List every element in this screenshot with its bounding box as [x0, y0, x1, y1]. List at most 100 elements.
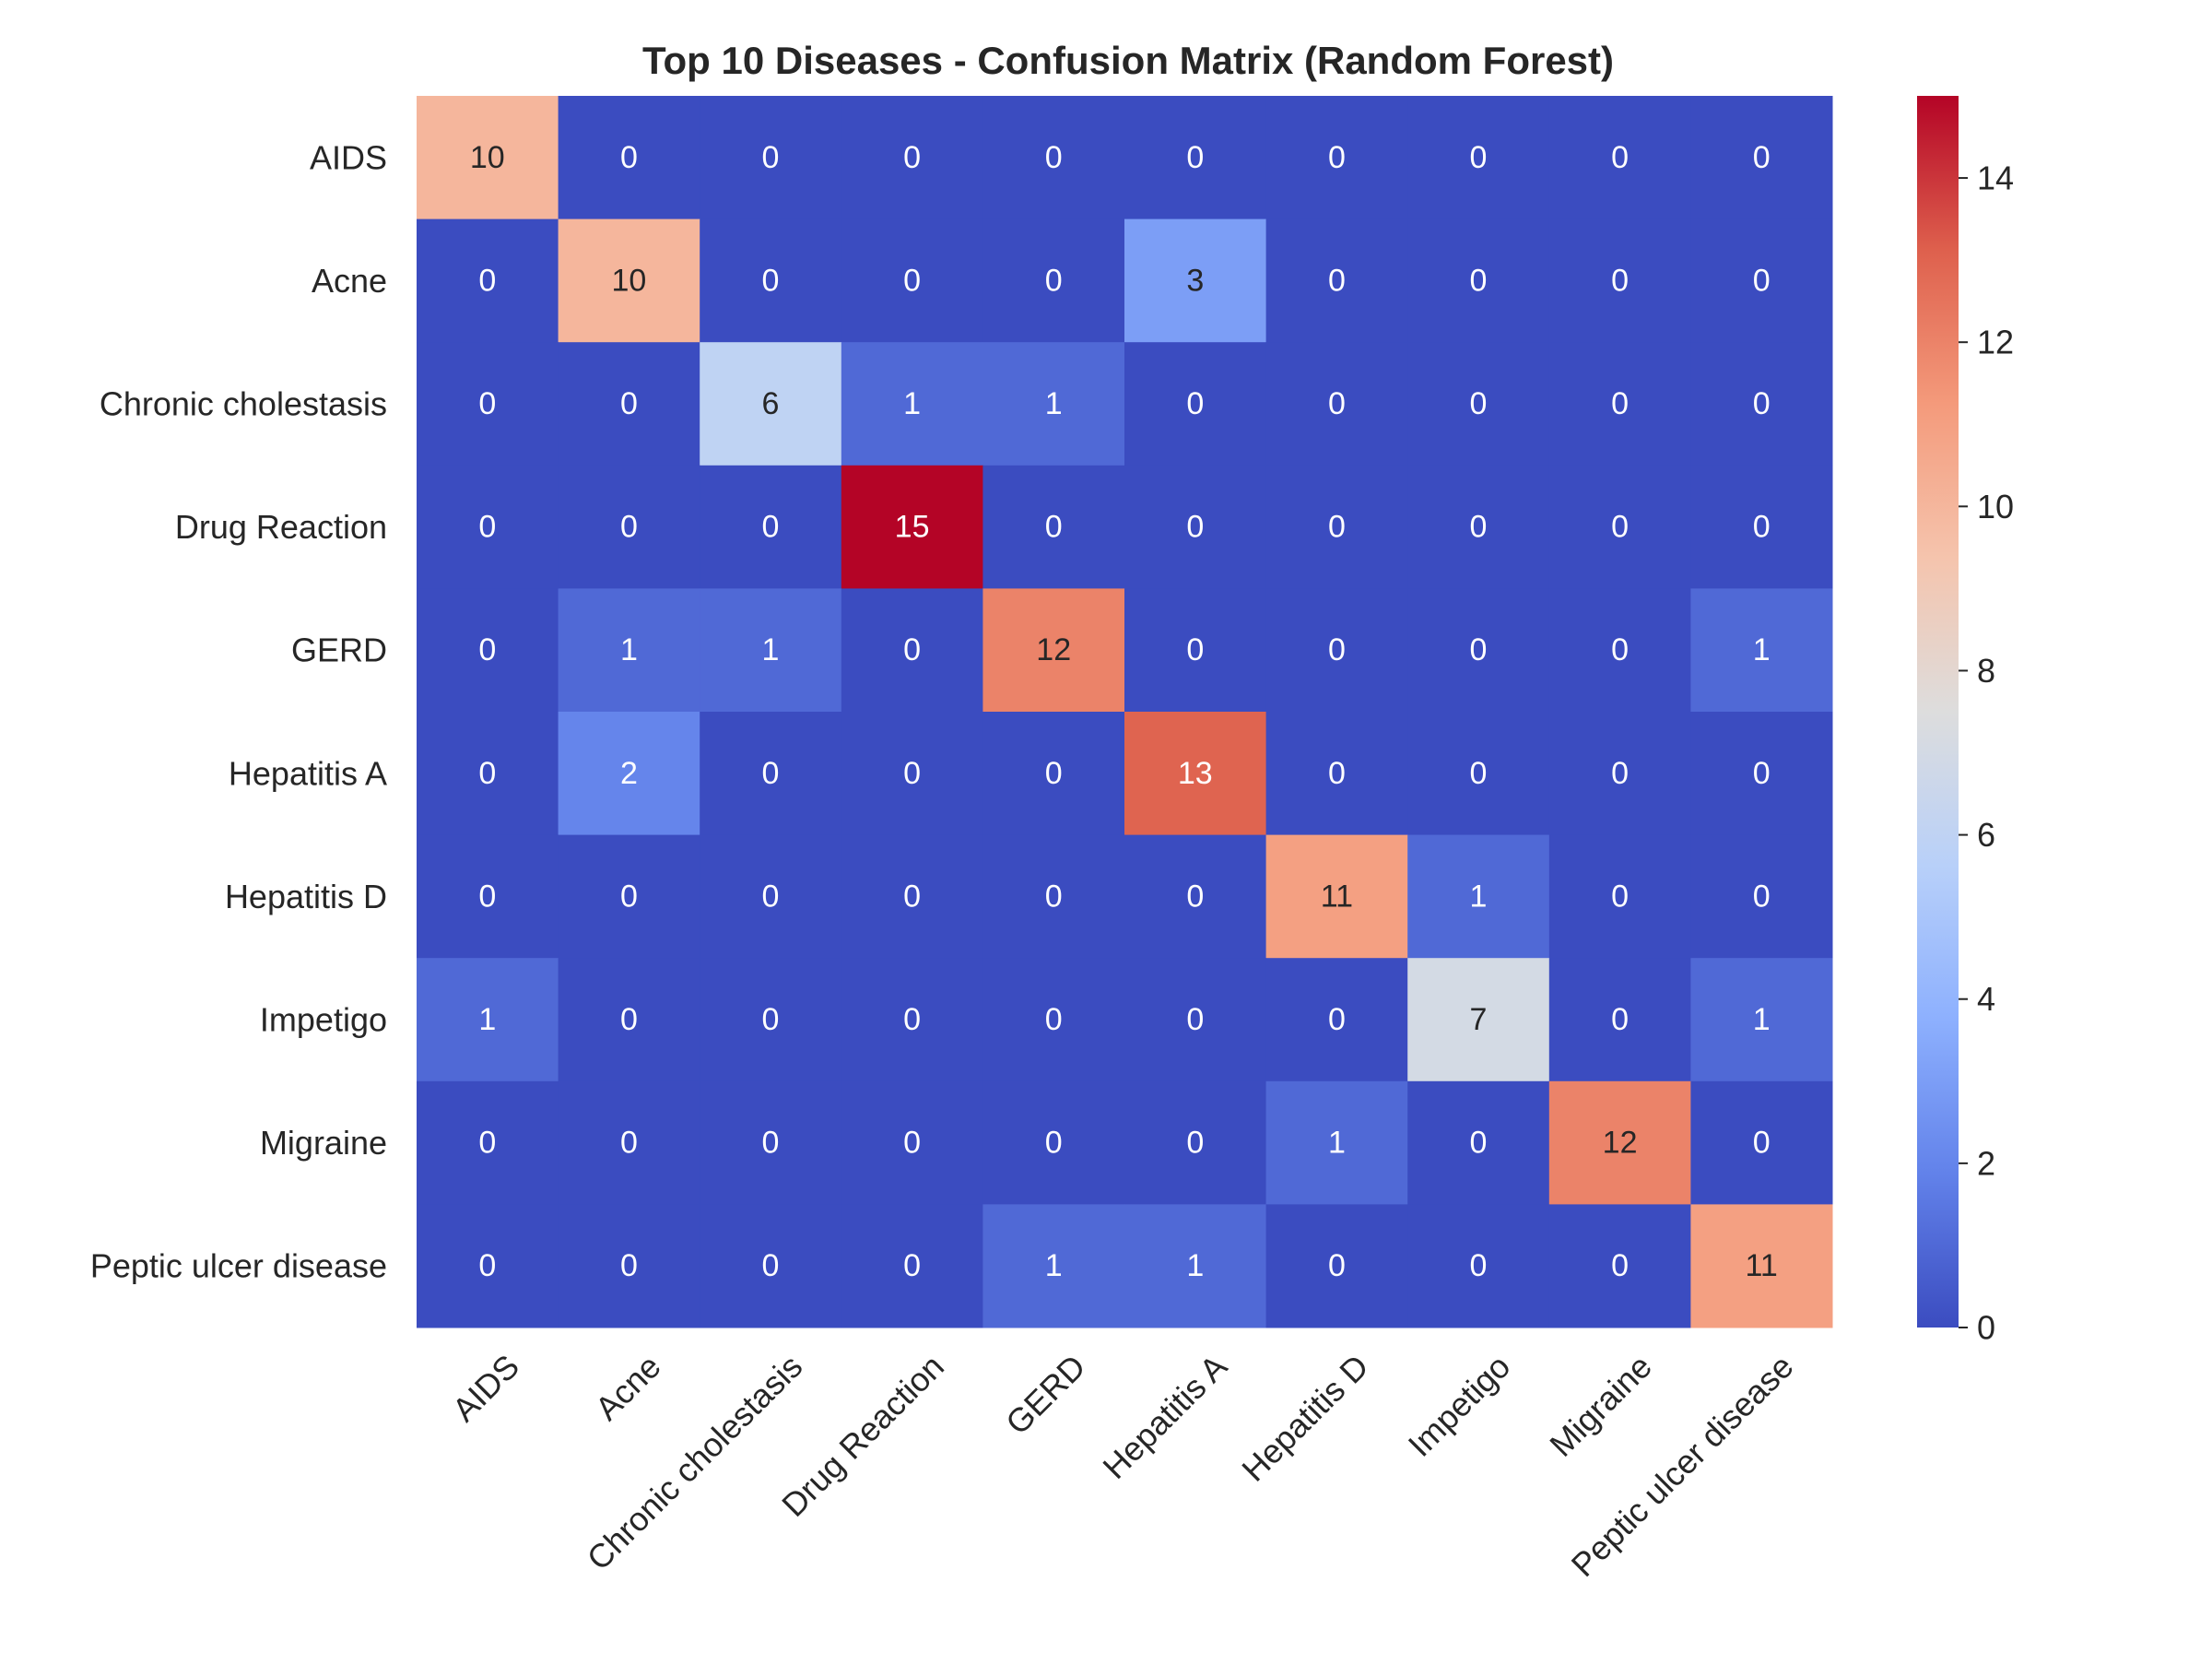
- cell-value-label: 0: [903, 632, 921, 667]
- x-tick-label: Hepatitis A: [1095, 1347, 1234, 1486]
- heatmap-cell: [841, 712, 983, 836]
- cell-value-label: 0: [1186, 632, 1204, 667]
- cell-value-label: 0: [478, 1248, 496, 1283]
- y-tick-label: Acne: [312, 262, 387, 300]
- cell-value-label: 0: [762, 1248, 780, 1283]
- cell-value-label: 1: [903, 386, 921, 421]
- cell-value-label: 0: [620, 1248, 638, 1283]
- heatmap-cell: [841, 588, 983, 713]
- colorbar-tick-label: 10: [1977, 488, 2014, 525]
- heatmap-cell: [700, 958, 842, 1082]
- heatmap-cell: [841, 958, 983, 1082]
- heatmap-cell: [1548, 712, 1691, 836]
- heatmap-cell: [417, 218, 559, 343]
- heatmap-cell: [558, 96, 700, 220]
- heatmap-cell: [982, 342, 1125, 466]
- heatmap-cell: [1407, 342, 1550, 466]
- cell-value-label: 0: [762, 1126, 780, 1161]
- y-tick-label: Peptic ulcer disease: [90, 1247, 387, 1285]
- cell-value-label: 0: [903, 263, 921, 298]
- cell-value-label: 0: [620, 879, 638, 914]
- cell-value-label: 6: [762, 386, 780, 421]
- cell-value-label: 12: [1603, 1126, 1638, 1161]
- heatmap-cell: [1265, 1080, 1408, 1205]
- cell-value-label: 0: [1611, 1248, 1629, 1283]
- heatmap-cell: [841, 834, 983, 959]
- cell-value-label: 0: [1186, 510, 1204, 545]
- heatmap-cell: [558, 1204, 700, 1328]
- cell-value-label: 0: [1611, 263, 1629, 298]
- cell-value-label: 10: [611, 263, 646, 298]
- heatmap-cell: [1407, 588, 1550, 713]
- cell-value-label: 0: [1753, 386, 1771, 421]
- heatmap-cell: [982, 218, 1125, 343]
- heatmap-cell: [1548, 465, 1691, 589]
- y-tick-label: Hepatitis D: [225, 878, 387, 915]
- y-tick-label: Chronic cholestasis: [100, 385, 387, 423]
- cell-value-label: 11: [1746, 1248, 1778, 1283]
- cell-value-label: 0: [762, 263, 780, 298]
- cell-value-label: 0: [1753, 263, 1771, 298]
- cell-value-label: 0: [1045, 1126, 1063, 1161]
- heatmap-cell: [417, 588, 559, 713]
- heatmap-cell: [1265, 712, 1408, 836]
- heatmap-cell: [1690, 342, 1833, 466]
- colorbar-tick-label: 8: [1977, 652, 1995, 690]
- heatmap-cell: [1690, 958, 1833, 1082]
- heatmap-cell: [558, 958, 700, 1082]
- heatmap-cell: [1548, 1080, 1691, 1205]
- y-tick-label: Impetigo: [260, 1001, 387, 1039]
- cell-value-label: 0: [1470, 510, 1488, 545]
- cell-value-label: 0: [1328, 140, 1346, 175]
- heatmap-cell: [1124, 588, 1267, 713]
- heatmap-cell: [1690, 465, 1833, 589]
- cell-value-label: 0: [1045, 756, 1063, 791]
- colorbar-tick-label: 2: [1977, 1144, 1995, 1182]
- heatmap-cell: [417, 1204, 559, 1328]
- cell-value-label: 0: [903, 1126, 921, 1161]
- cell-value-label: 0: [1186, 1126, 1204, 1161]
- heatmap-cell: [1407, 1080, 1550, 1205]
- cell-value-label: 0: [1045, 879, 1063, 914]
- cell-value-label: 0: [1045, 1002, 1063, 1037]
- cell-value-label: 1: [1045, 386, 1063, 421]
- cell-value-label: 1: [1045, 1248, 1063, 1283]
- x-tick-label: AIDS: [445, 1347, 526, 1428]
- cell-value-label: 1: [478, 1002, 496, 1037]
- cell-value-label: 0: [1186, 140, 1204, 175]
- y-tick-label: Hepatitis A: [229, 754, 387, 792]
- heatmap-cell: [1265, 96, 1408, 220]
- heatmap-cell: [1124, 834, 1267, 959]
- heatmap-cell: [1265, 218, 1408, 343]
- cell-value-label: 13: [1178, 756, 1213, 791]
- heatmap-cell: [1690, 218, 1833, 343]
- cell-value-label: 0: [1186, 386, 1204, 421]
- cell-value-label: 3: [1186, 263, 1204, 298]
- cell-value-label: 0: [620, 510, 638, 545]
- heatmap-cell: [1548, 958, 1691, 1082]
- cell-value-label: 0: [1611, 632, 1629, 667]
- heatmap-cell: [1407, 834, 1550, 959]
- cell-value-label: 0: [762, 879, 780, 914]
- heatmap-cell: [700, 712, 842, 836]
- heatmap-cell: [841, 1204, 983, 1328]
- cell-value-label: 0: [1470, 1126, 1488, 1161]
- colorbar: 0 2 4 6 8 10 12 14: [1917, 96, 2014, 1347]
- heatmap-cell: [558, 834, 700, 959]
- heatmap-cell: [558, 465, 700, 589]
- heatmap-cell: [700, 342, 842, 466]
- cell-value-label: 0: [1470, 756, 1488, 791]
- heatmap-cell: [1407, 958, 1550, 1082]
- heatmap-cell: [1265, 834, 1408, 959]
- cell-value-label: 1: [1328, 1126, 1346, 1161]
- cell-value-label: 0: [1753, 510, 1771, 545]
- cell-value-label: 0: [762, 510, 780, 545]
- cell-value-label: 0: [1328, 510, 1346, 545]
- cell-value-label: 0: [1611, 756, 1629, 791]
- heatmap-cell: [558, 588, 700, 713]
- cell-value-label: 0: [1328, 386, 1346, 421]
- cell-value-label: 0: [1328, 1002, 1346, 1037]
